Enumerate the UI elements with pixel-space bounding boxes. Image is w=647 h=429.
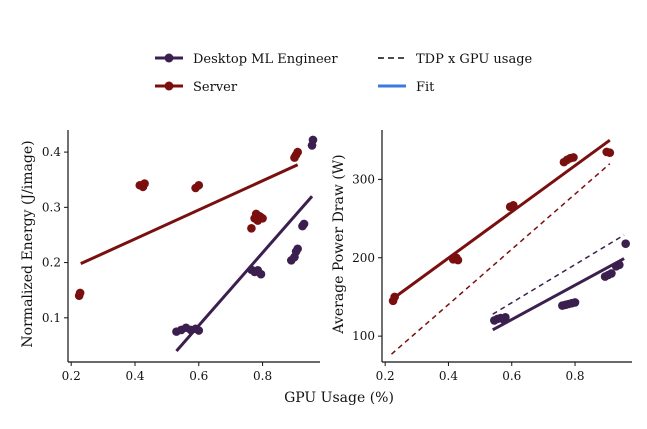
legend-tdp-label: TDP x GPU usage	[416, 52, 533, 67]
legend-server-label: Server	[193, 80, 238, 95]
power-point-server	[509, 200, 518, 210]
legend: Desktop ML Engineer TDP x GPU usage Serv…	[155, 52, 533, 95]
power-x-tick-label: 0.2	[376, 369, 395, 383]
energy-point-server	[194, 180, 204, 190]
power-panel: Average Power Draw (W) 0.2 0.4 0.6 0.8 100 20…	[331, 130, 632, 383]
energy-fit-line-server	[80, 163, 299, 266]
energy-y-tick-label: 0.1	[42, 311, 61, 325]
energy-point-server	[258, 214, 267, 223]
power-y-tick-label: 200	[352, 251, 375, 265]
power-point-server	[569, 153, 578, 162]
energy-point-server	[140, 179, 149, 188]
power-y-tick-label: 100	[352, 329, 375, 343]
power-tdp-line-1	[391, 163, 611, 355]
shared-x-axis-title: GPU Usage (%)	[284, 390, 394, 406]
legend-server-marker	[164, 81, 174, 91]
power-point-server	[453, 255, 463, 265]
legend-item-desktop: Desktop ML Engineer	[155, 52, 338, 67]
power-y-axis-title: Average Power Draw (W)	[331, 154, 347, 334]
power-point-server	[390, 292, 399, 302]
energy-point-server	[75, 288, 85, 298]
energy-x-tick-label: 0.4	[125, 369, 144, 383]
energy-x-tick-label: 0.8	[253, 369, 272, 383]
energy-point-server	[293, 147, 302, 157]
power-point-server	[605, 148, 615, 158]
energy-point-server	[247, 224, 256, 233]
energy-y-tick-label: 0.3	[42, 200, 61, 214]
power-point-desktop	[615, 260, 624, 270]
energy-fit-line-desktop	[175, 195, 314, 352]
energy-point-desktop	[194, 326, 204, 335]
energy-y-tick-label: 0.4	[42, 145, 61, 159]
power-point-desktop	[607, 269, 616, 278]
power-x-tick-label: 0.8	[565, 369, 584, 383]
energy-point-desktop	[256, 269, 266, 279]
energy-point-desktop	[299, 219, 309, 229]
power-x-tick-label: 0.4	[439, 369, 458, 383]
energy-x-tick-label: 0.2	[62, 369, 81, 383]
energy-point-desktop	[293, 244, 302, 254]
legend-item-tdp: TDP x GPU usage	[378, 52, 533, 67]
legend-fit-label: Fit	[416, 80, 435, 95]
power-x-tick-label: 0.6	[502, 369, 521, 383]
power-point-desktop	[570, 298, 580, 307]
energy-point-desktop	[308, 135, 318, 145]
energy-panel: Normalized Energy (J/image) 0.2 0.4 0.6 0.8…	[20, 130, 320, 383]
legend-desktop-label: Desktop ML Engineer	[193, 52, 338, 67]
legend-item-server: Server	[155, 80, 238, 95]
power-plot-area: 0.2 0.4 0.6 0.8 100 200 300	[352, 130, 632, 383]
power-fit-line-desktop	[492, 257, 625, 332]
energy-y-axis-title: Normalized Energy (J/image)	[20, 140, 36, 347]
power-point-desktop	[501, 313, 510, 322]
legend-item-fit: Fit	[378, 80, 435, 95]
legend-desktop-marker	[164, 53, 174, 63]
energy-plot-area: 0.2 0.4 0.6 0.8 0.1 0.2 0.3 0.4	[42, 130, 320, 383]
energy-x-tick-label: 0.6	[189, 369, 208, 383]
power-fit-line-server	[392, 138, 611, 300]
power-point-desktop	[621, 239, 630, 248]
power-y-tick-label: 300	[352, 172, 375, 186]
energy-y-tick-label: 0.2	[42, 256, 61, 270]
power-tdp-line-0	[492, 234, 625, 315]
